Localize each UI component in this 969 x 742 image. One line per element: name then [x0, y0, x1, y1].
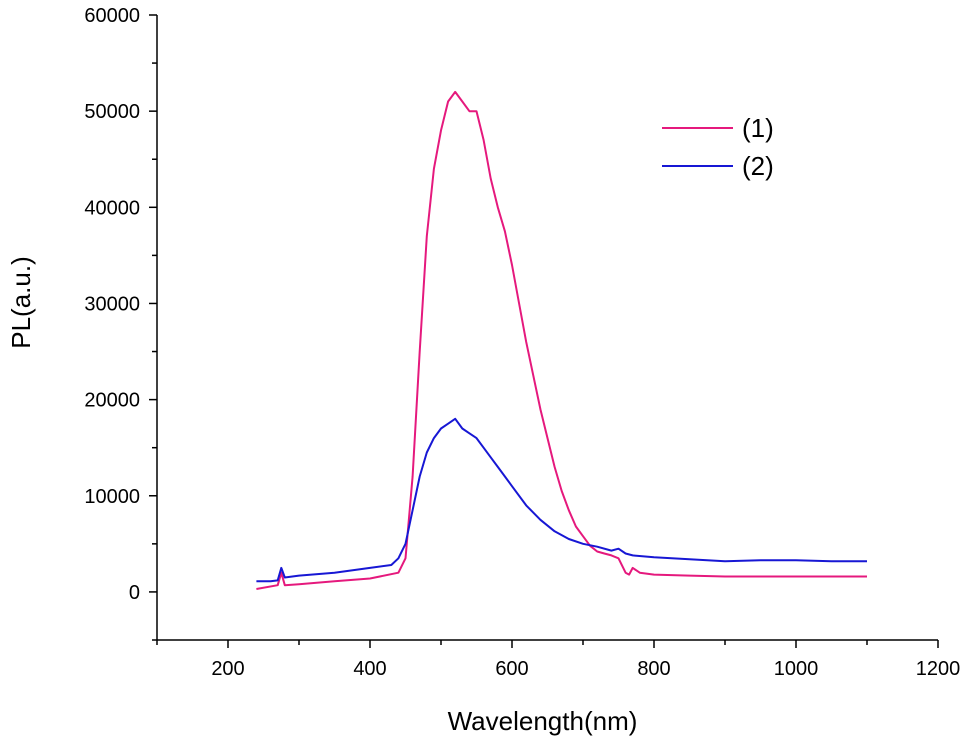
y-tick-label: 30000 — [84, 293, 140, 315]
y-tick-label: 10000 — [84, 486, 140, 508]
legend-label-series-1: (1) — [742, 113, 774, 143]
x-tick-label: 200 — [211, 658, 244, 680]
y-axis-title: PL(a.u.) — [6, 256, 36, 349]
series-line-2 — [256, 417, 867, 583]
x-tick-label: 1200 — [916, 658, 961, 680]
x-axis-title: Wavelength(nm) — [448, 706, 638, 736]
axes: 200 400 600 800 1000 1200 0 10000 20000 30000 4000… — [84, 5, 960, 680]
plot-area — [256, 90, 867, 590]
legend-label-series-2: (2) — [742, 151, 774, 181]
y-tick-label: 20000 — [84, 390, 140, 412]
legend: (1) (2) — [662, 113, 774, 181]
series-line-1 — [256, 90, 867, 590]
y-tick-label: 0 — [129, 582, 140, 604]
x-tick-label: 400 — [353, 658, 386, 680]
x-tick-label: 600 — [495, 658, 528, 680]
x-tick-label: 800 — [637, 658, 670, 680]
y-tick-label: 60000 — [84, 5, 140, 27]
y-tick-label: 50000 — [84, 101, 140, 123]
x-tick-label: 1000 — [774, 658, 819, 680]
y-tick-label: 40000 — [84, 197, 140, 219]
